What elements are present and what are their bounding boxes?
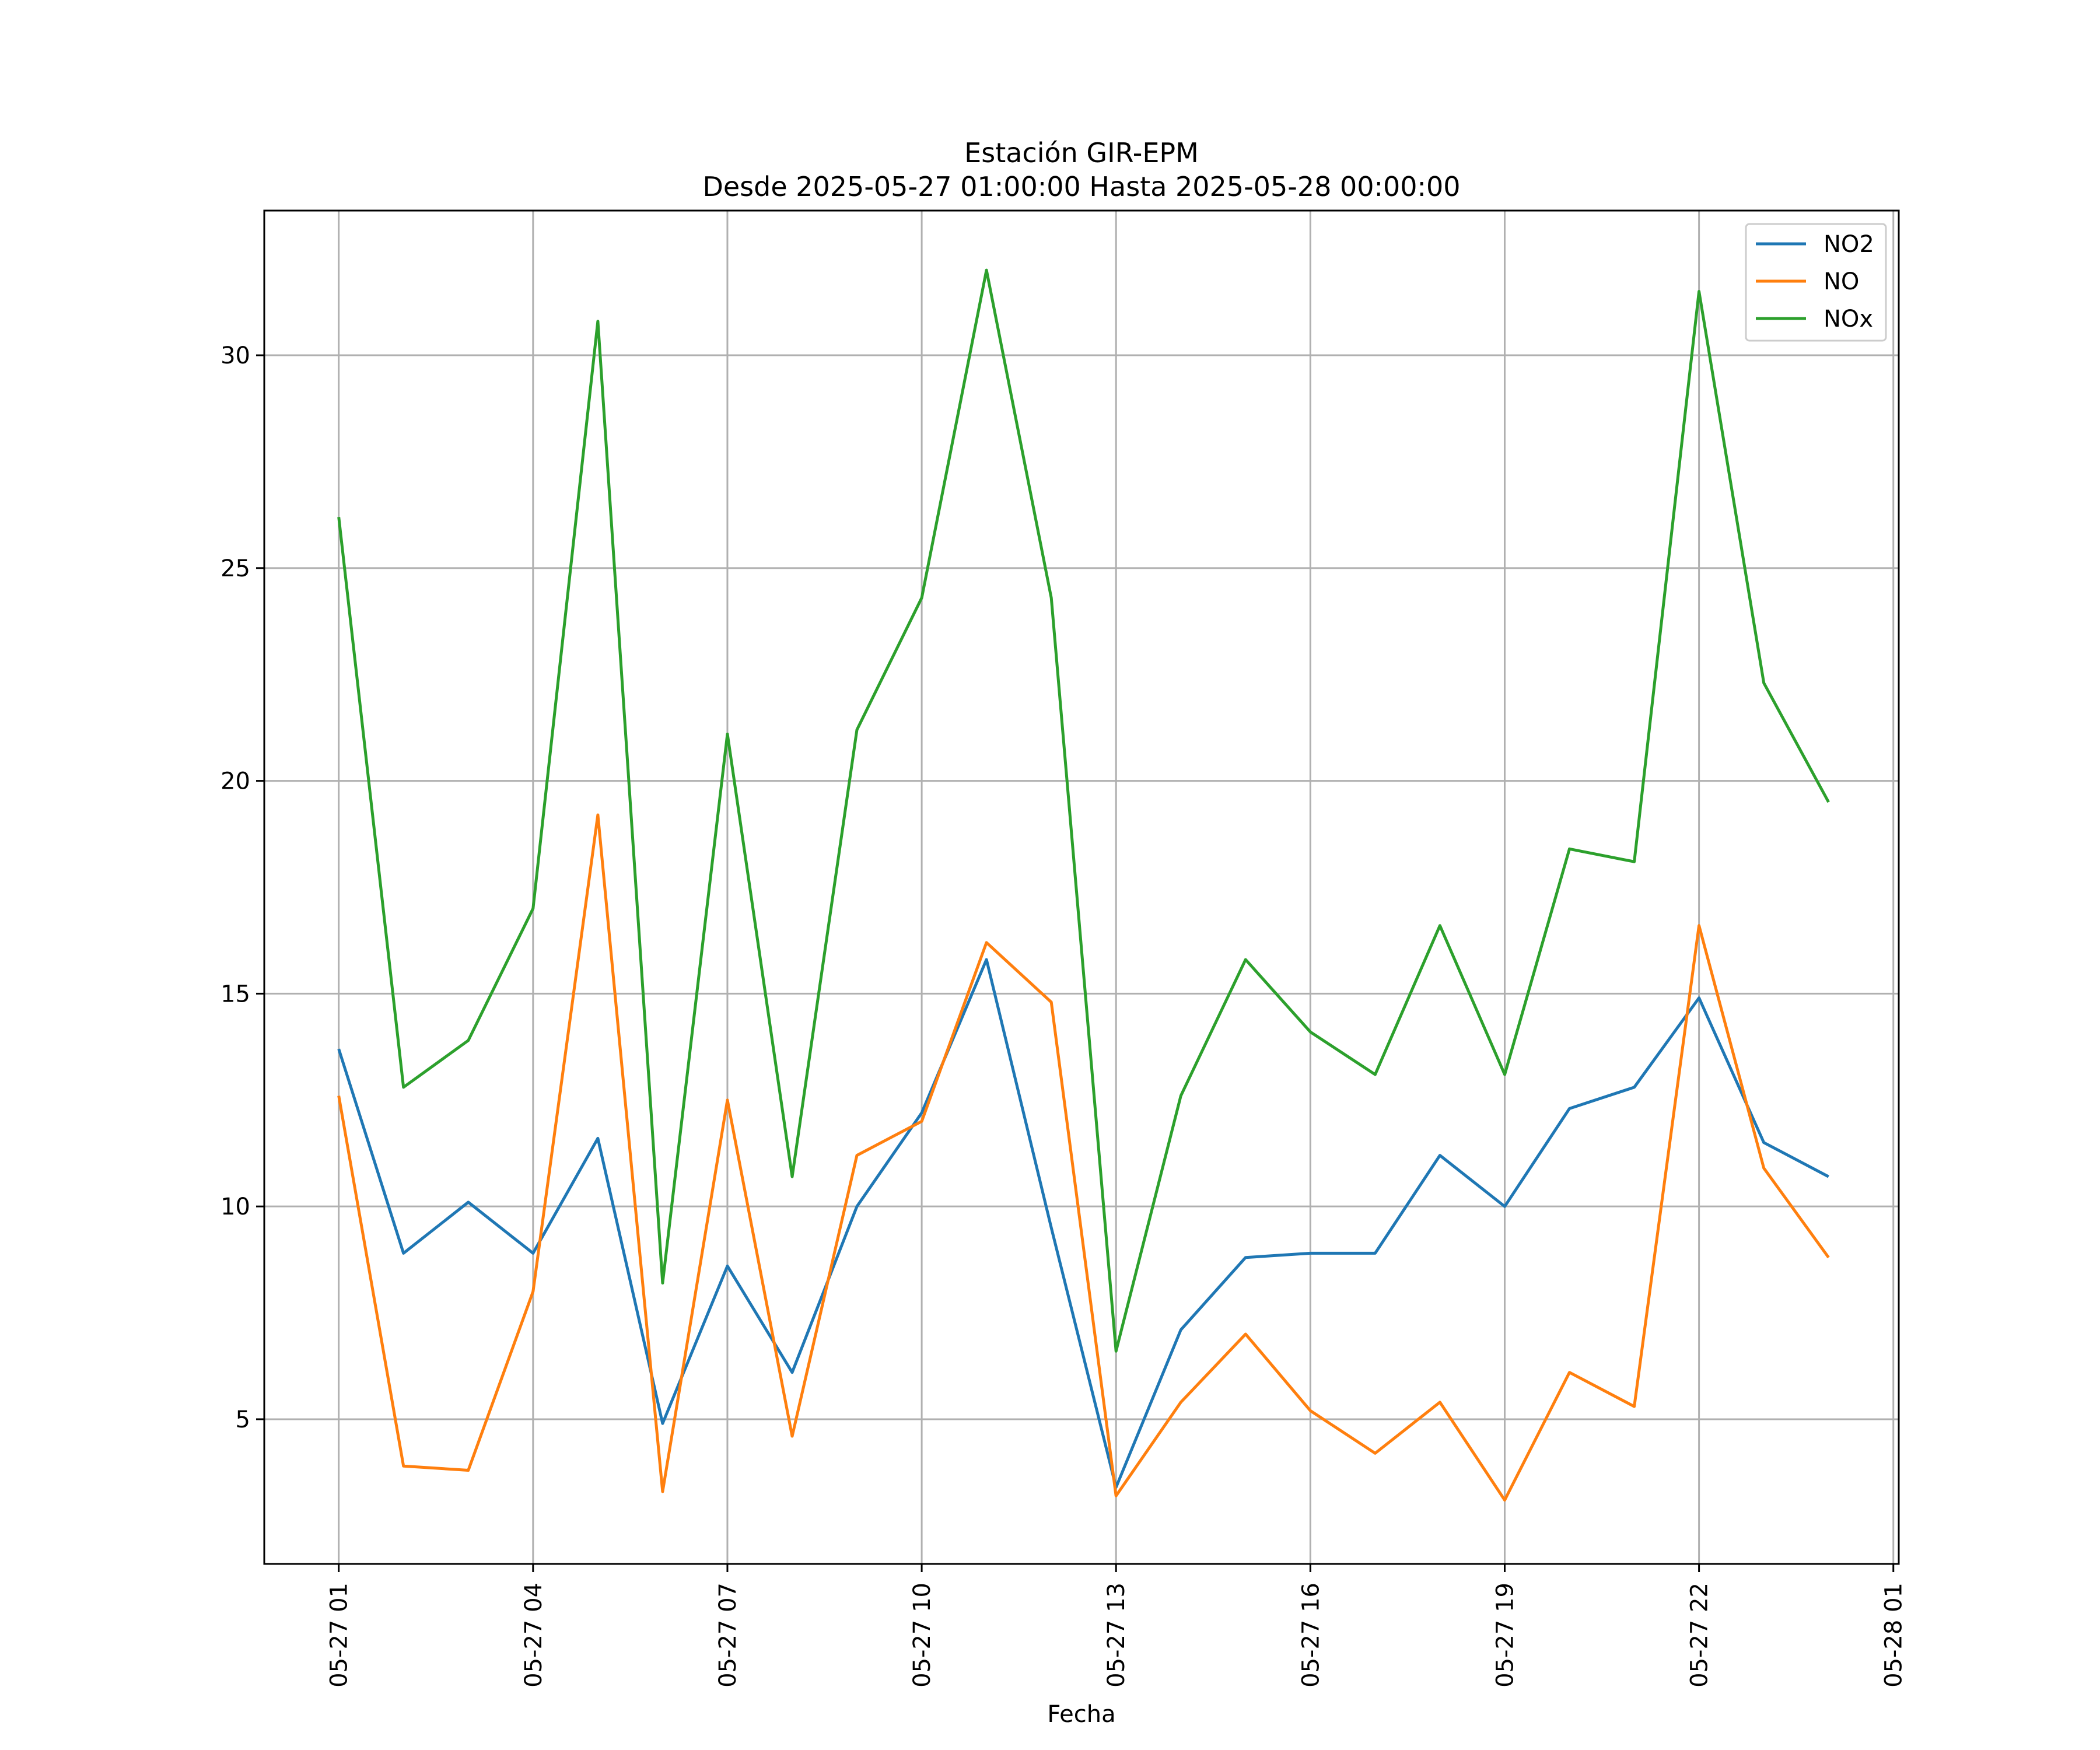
grid [264,211,1899,1564]
chart-subtitle: Desde 2025-05-27 01:00:00 Hasta 2025-05-… [702,171,1460,202]
y-tick-label: 15 [220,981,250,1007]
x-tick-label: 05-27 07 [715,1583,741,1688]
y-tick-label: 10 [220,1194,250,1220]
x-tick-label: 05-28 01 [1881,1583,1908,1688]
x-tick-label: 05-27 22 [1686,1583,1713,1688]
x-tick-label: 05-27 01 [326,1583,353,1688]
plot-area [337,268,1830,1502]
legend-label-no2: NO2 [1824,231,1874,258]
y-tick-label: 30 [220,342,250,369]
x-axis-label: Fecha [1047,1701,1115,1728]
series-line-no2 [337,958,1829,1489]
x-tick-label: 05-27 04 [520,1583,547,1688]
axes: 05-27 01 05-27 04 05-27 07 05-27 10 05-27 13… [220,342,1908,1688]
legend-box [1745,223,1887,342]
series-line-nox [337,268,1830,1353]
series-line-no [337,813,1830,1502]
x-tick-label: 05-27 19 [1492,1583,1518,1688]
legend-label-nox: NOx [1824,306,1873,332]
x-tick-label: 05-27 10 [909,1583,936,1688]
x-tick-label: 05-27 16 [1297,1583,1324,1688]
y-tick-label: 25 [220,555,250,582]
legend-label-no: NO [1824,268,1859,295]
y-tick-label: 20 [220,768,250,795]
chart-title: Estación GIR-EPM [964,137,1199,169]
plot-frame [263,209,1900,1565]
legend: NO2 NO NOx [1745,223,1887,342]
x-tick-label: 05-27 13 [1103,1583,1130,1688]
y-tick-label: 5 [236,1406,250,1433]
